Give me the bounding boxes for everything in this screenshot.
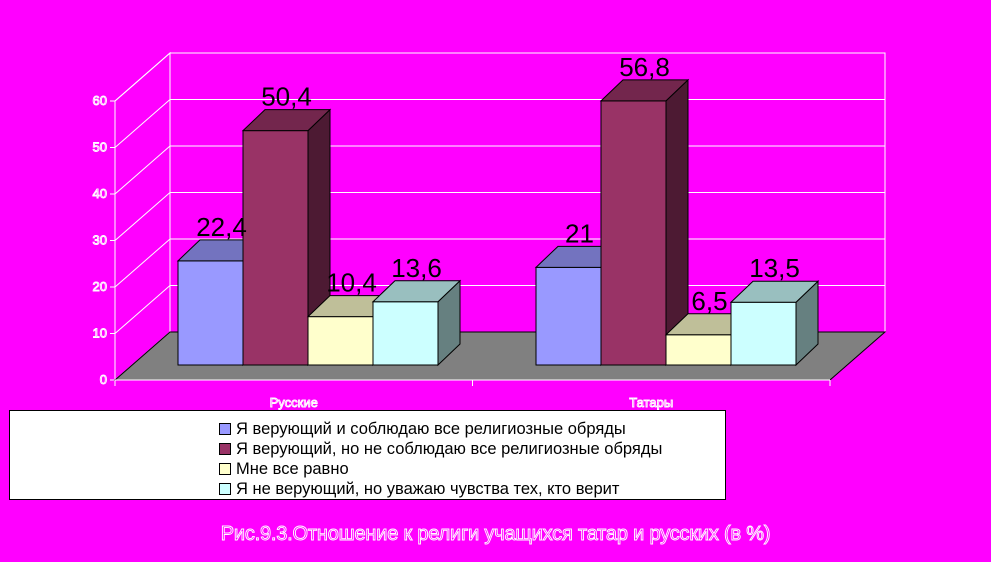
bar-top [371,280,462,303]
y-tick-label: 0 [100,372,107,387]
data-label: 21 [565,218,594,248]
bar [372,301,439,366]
legend-swatch [219,423,231,435]
figure-caption: Рис.9.3.Отношение к религи учащихся тата… [220,523,771,546]
legend: Я верующий и соблюдаю все религиозные об… [9,410,726,500]
category-label: Татары [629,395,673,410]
y-tick-label: 40 [93,186,107,201]
legend-swatch [219,463,231,475]
bar [242,130,309,366]
data-label: 22,4 [196,212,247,242]
bar [535,266,602,366]
y-tick-label: 10 [93,326,107,341]
data-label: 6,5 [691,286,727,316]
data-label: 10,4 [326,268,377,298]
bar [600,100,667,366]
legend-label: Мне все равно [236,459,349,478]
bar [177,260,244,366]
legend-swatch [219,483,231,495]
y-tick-label: 30 [93,233,107,248]
chart-area: 0 10 20 30 40 50 60 22,4 50,4 10,4 13,6 Русские 21 56… [92,52,887,410]
legend-label: Я верующий, но не соблюдаю все религиозн… [236,439,663,458]
bar-top [241,109,332,132]
bar [730,301,797,366]
data-label: 13,5 [749,253,800,283]
bar-chart-3d: 0 10 20 30 40 50 60 22,4 50,4 10,4 13,6 Русские 21 56… [92,52,887,410]
legend-item: Мне все равно [219,459,725,479]
data-label: 50,4 [261,82,312,112]
legend-swatch [219,443,231,455]
y-tick-label: 60 [93,93,107,108]
legend-label: Я не верующий, но уважаю чувства тех, кт… [236,479,620,498]
bar-top [729,280,820,303]
y-tick-label: 20 [93,279,107,294]
gridline [114,52,885,102]
bar [665,334,732,366]
data-label: 56,8 [619,52,670,82]
category-label: Русские [270,395,318,410]
legend-item: Я верующий и соблюдаю все религиозные об… [219,419,725,439]
legend-item: Я верующий, но не соблюдаю все религиозн… [219,439,725,459]
legend-label: Я верующий и соблюдаю все религиозные об… [236,419,626,438]
y-tick-label: 50 [93,140,107,155]
bar-top [599,79,690,102]
gridline [114,99,885,148]
legend-item: Я не верующий, но уважаю чувства тех, кт… [219,479,725,499]
bar [307,316,374,366]
data-label: 13,6 [391,253,442,283]
gridline [114,145,885,195]
